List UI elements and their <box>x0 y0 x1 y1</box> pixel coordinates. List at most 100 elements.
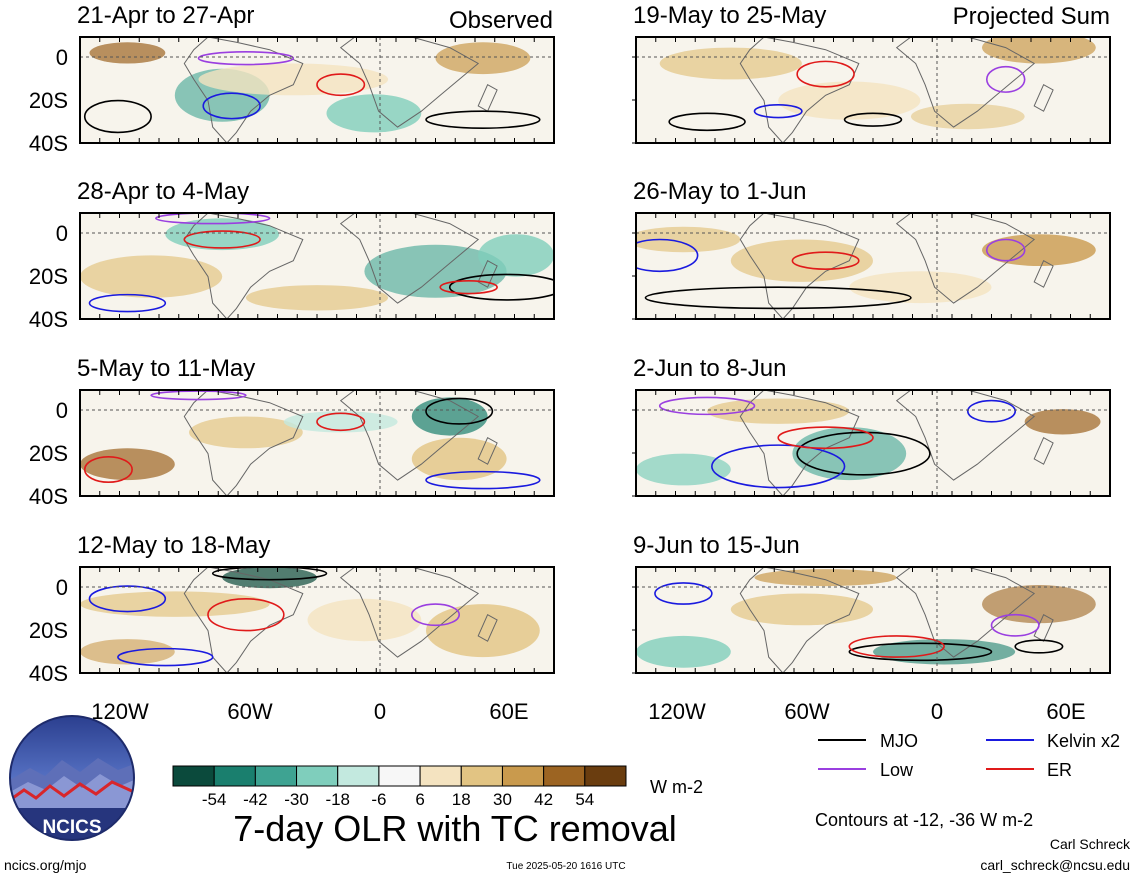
colorbar-tick-label: 18 <box>452 790 471 809</box>
figure-title: 7-day OLR with TC removal <box>233 808 676 849</box>
colorbar-swatch <box>254 765 298 787</box>
island-madagascar <box>477 436 498 465</box>
continent-africa <box>895 37 1036 128</box>
contour-mjo <box>848 642 993 662</box>
continent-south-america <box>183 213 304 319</box>
contour-kelvin <box>88 293 167 313</box>
contour-mjo <box>668 112 746 132</box>
map-panel: 28-Apr to 4-May 0 20S 40S <box>29 178 555 332</box>
panel-field <box>636 567 1096 673</box>
olr-anomaly-region <box>189 416 303 449</box>
panel-title: 2-Jun to 8-Jun <box>633 355 786 382</box>
colorbar-swatch <box>296 765 339 787</box>
olr-anomaly-region <box>636 453 731 486</box>
continent-africa <box>895 390 1036 481</box>
colorbar-swatch <box>584 765 627 787</box>
contour-kelvin <box>654 582 713 605</box>
legend-item-er: ER <box>986 760 1072 780</box>
olr-anomaly-region <box>873 639 1016 665</box>
contour-low <box>990 613 1040 637</box>
map-panel: 5-May to 11-May 0 20S 40S <box>29 355 555 509</box>
continent-africa <box>339 37 480 128</box>
olr-anomaly-region <box>910 103 1025 130</box>
logo-text: NCICS <box>42 817 101 838</box>
olr-anomaly-region <box>636 226 741 253</box>
panel-title: 9-Jun to 15-Jun <box>633 532 800 559</box>
lon-label-0: 0 <box>931 699 943 724</box>
island-madagascar <box>1033 436 1054 465</box>
map-panel: 21-Apr to 27-Apr 0 20S 40S <box>29 2 555 156</box>
lat-label: 0 <box>56 221 68 246</box>
colorbar-tick-label: -54 <box>202 790 227 809</box>
colorbar-swatch <box>337 765 380 787</box>
map-panel: 9-Jun to 15-Jun <box>632 532 1111 674</box>
contour-er <box>796 60 855 88</box>
map-panel: 26-May to 1-Jun <box>632 178 1111 320</box>
lon-label-120w: 120W <box>648 699 706 724</box>
lon-label-60e: 60E <box>489 699 528 724</box>
contour-legend: MJO Kelvin x2 Low ER <box>818 731 1120 780</box>
olr-anomaly-region <box>426 604 540 658</box>
contour-er <box>848 635 945 658</box>
contour-low <box>658 396 756 416</box>
olr-anomaly-region <box>707 398 850 424</box>
continent-africa <box>895 213 1036 304</box>
contour-er <box>316 412 366 432</box>
legend-label-er: ER <box>1047 760 1072 780</box>
panel-title: 28-Apr to 4-May <box>77 178 249 205</box>
contour-mjo <box>843 112 903 127</box>
panel-title: 12-May to 18-May <box>77 532 270 559</box>
lat-label: 40S <box>29 661 68 686</box>
panel-field <box>80 213 554 319</box>
contour-er <box>183 230 261 249</box>
olr-anomaly-region <box>754 569 897 587</box>
panel-field <box>636 213 1096 319</box>
contour-mjo <box>83 99 152 134</box>
panel-field <box>80 567 540 673</box>
olr-anomaly-region <box>730 239 874 282</box>
lat-label: 20S <box>29 618 68 643</box>
panel-title: 19-May to 25-May <box>633 2 826 29</box>
map-panel: 2-Jun to 8-Jun <box>632 355 1111 497</box>
panel-title: 26-May to 1-Jun <box>633 178 806 205</box>
footer-email: carl_schreck@ncsu.edu <box>980 857 1130 873</box>
contour-er <box>777 426 874 450</box>
lat-label: 0 <box>56 45 68 70</box>
colorbar-tick-label: 30 <box>493 790 512 809</box>
colorbar-tick-label: -42 <box>243 790 268 809</box>
olr-anomaly-region <box>411 397 488 436</box>
map-panel: 12-May to 18-May 0 20S 40S <box>29 532 555 686</box>
colorbar-swatch <box>501 765 545 787</box>
lat-label: 40S <box>29 131 68 156</box>
contour-kelvin <box>711 444 846 489</box>
contour-mjo <box>796 431 931 476</box>
colorbar-swatch <box>460 765 503 787</box>
lon-label-60e: 60E <box>1046 699 1085 724</box>
olr-anomaly-region <box>982 234 1096 266</box>
continent-south-america <box>739 37 860 143</box>
footer-author: Carl Schreck <box>1050 836 1131 852</box>
continent-south-america <box>739 390 860 496</box>
contour-mjo <box>425 110 541 129</box>
continent-south-america <box>183 567 304 673</box>
island-madagascar <box>477 259 498 288</box>
contour-mjo <box>1014 639 1064 654</box>
island-madagascar <box>477 613 498 642</box>
olr-anomaly-region <box>792 427 907 481</box>
colorbar-unit: W m-2 <box>650 777 703 797</box>
panel-title: 5-May to 11-May <box>77 355 255 382</box>
contour-kelvin <box>753 104 803 119</box>
longitude-axis-right: 120W 60W 0 60E <box>648 699 1085 724</box>
olr-anomaly-region <box>636 635 731 668</box>
contour-er <box>316 73 366 97</box>
contour-kelvin <box>117 647 214 667</box>
lon-label-60w: 60W <box>784 699 829 724</box>
olr-anomaly-region <box>364 244 507 298</box>
lon-label-120w: 120W <box>91 699 149 724</box>
olr-anomaly-region <box>849 271 992 304</box>
olr-anomaly-region <box>411 437 507 481</box>
olr-anomaly-region <box>80 448 175 481</box>
continent-africa <box>895 567 1036 658</box>
olr-anomaly-region <box>283 411 398 433</box>
